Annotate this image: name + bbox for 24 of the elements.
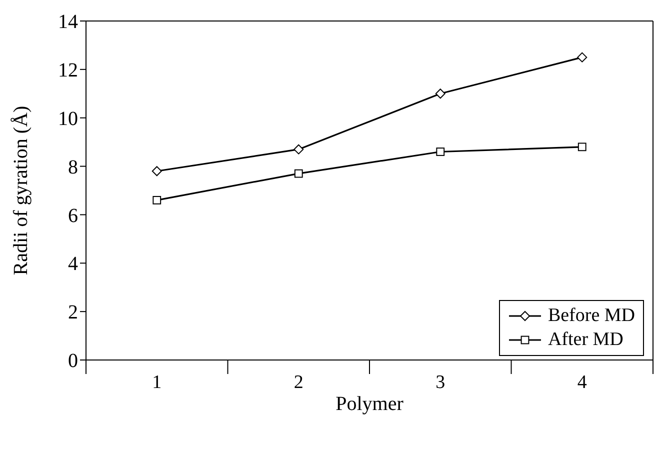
y-tick-label: 4 [68,253,78,276]
x-tick-label: 2 [294,372,304,393]
point [577,52,588,62]
x-tick-label: 1 [152,372,162,393]
point [294,169,303,178]
y-tick-label: 2 [68,302,78,324]
point [294,144,304,154]
x-axis-title: Polymer [336,393,404,416]
legend-label: After MD [548,328,624,352]
y-tick-label: 14 [58,11,78,34]
y-tick-label: 10 [58,108,78,130]
point [435,88,446,99]
y-tick-label: 6 [68,204,78,227]
point [436,148,445,156]
x-tick-label: 4 [577,372,588,393]
y-tick-label: 8 [68,156,78,178]
x-tick-label: 3 [436,372,446,393]
y-axis-title: Radii of gyration (Å) [10,106,32,276]
point [152,166,162,176]
y-tick-label: 0 [68,350,78,372]
y-tick-label: 12 [58,60,78,82]
point [152,196,162,204]
point [578,142,586,152]
legend-label: Before MD [548,304,635,328]
